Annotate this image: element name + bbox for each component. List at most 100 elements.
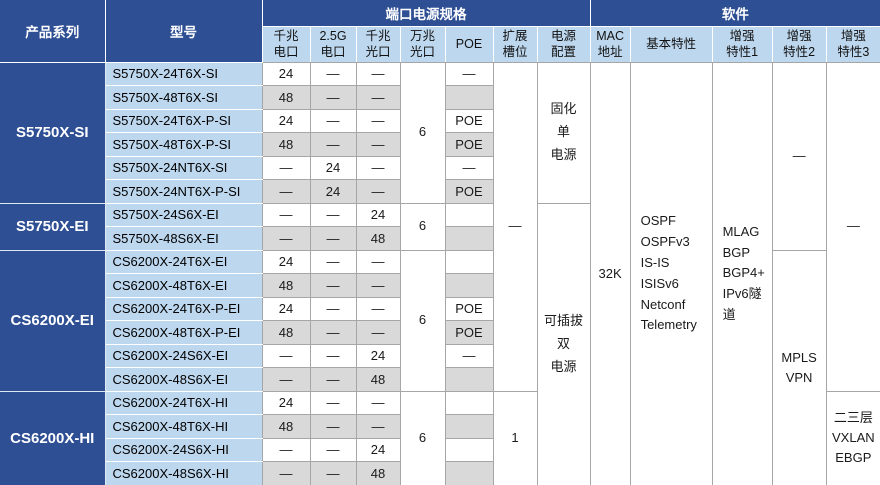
ge-fiber-cell: — [355,61,401,86]
2-5g-cell: 24 [309,179,357,204]
ge-fiber-cell: — [355,179,401,204]
col-header-mac: MAC 地址 [589,25,631,63]
poe-cell [444,437,494,462]
ge-copper-cell: — [261,202,311,227]
model-cell: S5750X-24S6X-EI [104,202,263,227]
poe-cell: — [444,155,494,180]
table-row: CS6200X-48T6X-EI 48 — — [0,273,880,298]
model-cell: CS6200X-24T6X-EI [104,249,263,274]
table-row: CS6200X-24S6X-HI — — 24 [0,437,880,462]
col-header-power: 电源 配置 [536,25,591,63]
poe-cell [444,390,494,415]
2-5g-cell: — [309,202,357,227]
10ge-fiber-merged-cell: 6 [399,202,446,251]
table-row: S5750X-24NT6X-P-SI — 24 — POE [0,179,880,204]
col-header-ge-fiber: 千兆 光口 [355,25,401,63]
2-5g-cell: — [309,132,357,157]
ge-copper-cell: — [261,461,311,485]
table-row: S5750X-EI S5750X-24S6X-EI — — 24 6 可插拔 双… [0,202,880,485]
table-row: CS6200X-48S6X-HI — — 48 [0,461,880,485]
ge-copper-cell: — [261,367,311,392]
ge-fiber-cell: — [355,414,401,439]
2-5g-cell: — [309,367,357,392]
2-5g-cell: — [309,461,357,485]
10ge-fiber-merged-cell: 6 [399,61,446,204]
model-cell: CS6200X-48T6X-HI [104,414,263,439]
ge-fiber-cell: — [355,320,401,345]
model-cell: S5750X-48S6X-EI [104,226,263,251]
poe-cell [444,273,494,298]
model-cell: CS6200X-48T6X-EI [104,273,263,298]
table-row: S5750X-SI S5750X-24T6X-SI 24 — — 6 — — 固… [0,61,880,485]
2-5g-cell: — [309,61,357,86]
ge-copper-cell: 24 [261,61,311,86]
ge-copper-cell: 24 [261,390,311,415]
model-cell: CS6200X-24S6X-EI [104,343,263,368]
table-row: S5750X-48S6X-EI — — 48 [0,226,880,251]
ge-fiber-cell: 48 [355,367,401,392]
col-header-poe: POE [444,25,494,63]
2-5g-cell: — [309,437,357,462]
ge-copper-cell: 24 [261,108,311,133]
ge-fiber-cell: 24 [355,437,401,462]
table-row: S5750X-24T6X-P-SI 24 — — POE [0,108,880,133]
poe-cell: POE [444,296,494,321]
enh1-merged-cell: MLAG BGP BGP4+ IPv6隧道 [711,61,773,485]
poe-cell [444,367,494,392]
ge-copper-cell: 24 [261,249,311,274]
model-cell: CS6200X-24T6X-HI [104,390,263,415]
ge-fiber-cell: — [355,108,401,133]
col-header-enh1: 增强 特性1 [711,25,773,63]
ge-fiber-cell: — [355,296,401,321]
table-row: CS6200X-48T6X-HI 48 — — [0,414,880,439]
table-row: S5750X-48T6X-P-SI 48 — — POE [0,132,880,157]
2-5g-cell: — [309,320,357,345]
ge-fiber-cell: — [355,155,401,180]
ge-fiber-cell: — [355,85,401,110]
2-5g-cell: 24 [309,155,357,180]
poe-cell [444,249,494,274]
model-cell: CS6200X-24T6X-P-EI [104,296,263,321]
ge-fiber-cell: 48 [355,226,401,251]
power-pluggable-merged-cell: 可插拔 双 电源 [536,202,591,485]
series-cell-cs6200x-hi: CS6200X-HI [0,390,106,485]
model-cell: CS6200X-48S6X-HI [104,461,263,485]
col-header-model: 型号 [104,0,263,63]
ge-fiber-cell: — [355,273,401,298]
col-header-ge-copper: 千兆 电口 [261,25,311,63]
enh2-dash-merged-cell: — [771,61,827,251]
model-cell: S5750X-24NT6X-SI [104,155,263,180]
model-cell: S5750X-24NT6X-P-SI [104,179,263,204]
ge-fiber-cell: 24 [355,343,401,368]
10ge-fiber-merged-cell: 6 [399,390,446,485]
model-cell: S5750X-48T6X-SI [104,85,263,110]
header-group-row: 产品系列 型号 端口电源规格 软件 [0,0,880,63]
header-sub-row: 千兆 电口 2.5G 电口 千兆 光口 万兆 光口 POE 扩展 槽位 电源 配… [0,25,880,63]
group-header-port-power: 端口电源规格 [261,0,591,27]
col-header-series: 产品系列 [0,0,106,63]
table-row: S5750X-48T6X-SI 48 — — [0,85,880,110]
table-row: CS6200X-EI CS6200X-24T6X-EI 24 — — 6 MPL… [0,249,880,485]
model-cell: CS6200X-48S6X-EI [104,367,263,392]
model-cell: S5750X-24T6X-P-SI [104,108,263,133]
2-5g-cell: — [309,414,357,439]
poe-cell: — [444,61,494,86]
poe-cell: — [444,343,494,368]
model-cell: S5750X-24T6X-SI [104,61,263,86]
ge-fiber-cell: — [355,390,401,415]
10ge-fiber-merged-cell: 6 [399,249,446,392]
poe-cell [444,202,494,227]
poe-cell: POE [444,108,494,133]
ge-copper-cell: 24 [261,296,311,321]
col-header-enh2: 增强 特性2 [771,25,827,63]
col-header-10ge-fiber: 万兆 光口 [399,25,446,63]
col-header-2-5g: 2.5G 电口 [309,25,357,63]
ge-copper-cell: — [261,179,311,204]
2-5g-cell: — [309,343,357,368]
ge-copper-cell: 48 [261,414,311,439]
poe-cell: POE [444,179,494,204]
table-row: CS6200X-HI CS6200X-24T6X-HI 24 — — 6 1 二… [0,390,880,485]
mac-merged-cell: 32K [589,61,631,485]
ge-copper-cell: — [261,155,311,180]
